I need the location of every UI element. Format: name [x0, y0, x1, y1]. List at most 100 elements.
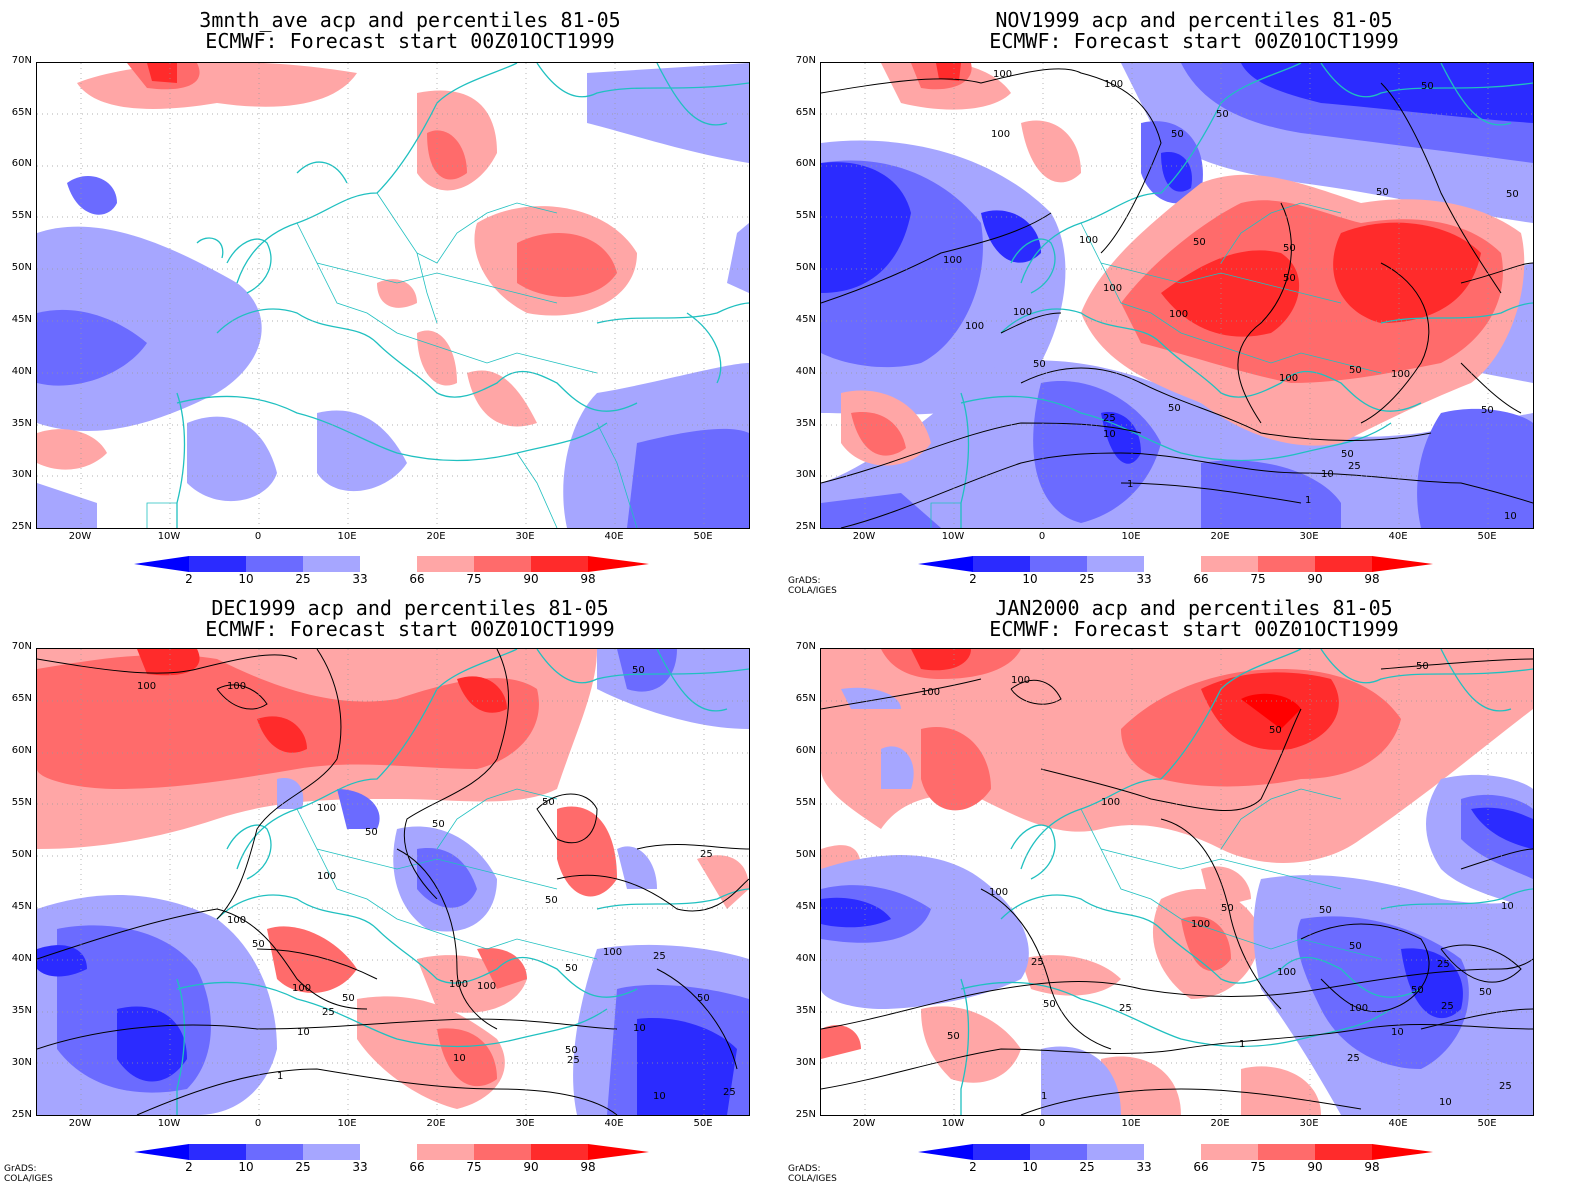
contour-label: 100 [1079, 235, 1098, 246]
contour-label: 100 [477, 981, 496, 992]
map-svg: 100 100 50 100 50 100 50 100 50 50 25 50… [821, 649, 1533, 1115]
contour-label: 100 [1349, 1003, 1368, 1014]
grid-lines [37, 649, 749, 1115]
contour-label: 25 [700, 849, 713, 860]
grid-lines [821, 63, 1533, 528]
contour-label: 50 [632, 665, 645, 676]
colorbar-svg [918, 1144, 1433, 1160]
contour-label: 50 [947, 1031, 960, 1042]
contour-label: 1 [277, 1071, 283, 1082]
contour-label: 50 [1481, 405, 1494, 416]
contour-label: 1 [1127, 479, 1133, 490]
contour-label: 10 [633, 1023, 646, 1034]
borders [296, 788, 598, 960]
contour-label: 50 [342, 993, 355, 1004]
colorbar: 2 10 25 33 66 75 90 98 [918, 556, 1438, 586]
contour-label: 100 [1013, 307, 1032, 318]
contour-label: 50 [1171, 129, 1184, 140]
map-svg: 100 100 50 100 50 50 50 25 100 100 50 50… [37, 649, 749, 1115]
contour-label: 100 [1391, 369, 1410, 380]
contour-label: 10 [1501, 901, 1514, 912]
contour-label: 50 [565, 963, 578, 974]
grads-credit: GrADS: COLA/IGES [788, 576, 837, 596]
contour-label: 10 [453, 1053, 466, 1064]
contour-label: 100 [1277, 967, 1296, 978]
contour-label: 25 [653, 951, 666, 962]
contour-label: 50 [545, 895, 558, 906]
contour-label: 100 [1011, 675, 1030, 686]
map-3mnth [36, 62, 750, 529]
contour-label: 50 [1421, 81, 1434, 92]
panel-title: 3mnth_ave acp and percentiles 81-05 ECMW… [0, 10, 820, 52]
below-normal-east [587, 63, 749, 163]
contour-label: 50 [1216, 109, 1229, 120]
contour-label: 50 [1479, 987, 1492, 998]
contour-label: 10 [1103, 429, 1116, 440]
contour-label: 50 [365, 827, 378, 838]
contour-label: 10 [1391, 1027, 1404, 1038]
contour-label: 50 [432, 819, 445, 830]
contour-label-group: 100 100 50 100 50 50 50 25 100 100 50 50… [137, 665, 736, 1102]
contour-label: 100 [317, 803, 336, 814]
contours [821, 68, 1533, 528]
contour-label: 50 [1269, 725, 1282, 736]
panel-title: DEC1999 acp and percentiles 81-05 ECMWF:… [0, 598, 820, 640]
grid-lines [37, 63, 749, 528]
contour-label: 50 [1349, 941, 1362, 952]
contour-label: 100 [292, 983, 311, 994]
contour-label: 50 [1416, 661, 1429, 672]
contour-label: 50 [1506, 189, 1519, 200]
contour-label: 50 [1283, 243, 1296, 254]
map-dec1999: 100 100 50 100 50 50 50 25 100 100 50 50… [36, 648, 750, 1116]
contour-label: 50 [1341, 449, 1354, 460]
contour-label: 25 [1103, 413, 1116, 424]
contour-label: 100 [943, 255, 962, 266]
map-jan2000: 100 100 50 100 50 100 50 100 50 50 25 50… [820, 648, 1534, 1116]
borders [146, 192, 638, 528]
contour-label: 50 [1033, 359, 1046, 370]
contour-label: 100 [1104, 79, 1123, 90]
contour-label: 10 [1321, 469, 1334, 480]
contour-label: 25 [1347, 1053, 1360, 1064]
grads-credit: GrADS: COLA/IGES [4, 1164, 53, 1184]
contour-label: 100 [989, 887, 1008, 898]
title-line2: ECMWF: Forecast start 00Z01OCT1999 [205, 617, 615, 641]
contour-label: 100 [993, 69, 1012, 80]
contour-label: 50 [1221, 903, 1234, 914]
contour-label: 50 [1319, 905, 1332, 916]
contour-label: 100 [317, 871, 336, 882]
contour-label: 25 [1348, 461, 1361, 472]
panel-title: NOV1999 acp and percentiles 81-05 ECMWF:… [784, 10, 1596, 52]
panel-title: JAN2000 acp and percentiles 81-05 ECMWF:… [784, 598, 1596, 640]
contour-label-group: 100 100 100 50 50 50 50 50 100 100 50 50… [943, 69, 1519, 522]
contour-label: 50 [1168, 403, 1181, 414]
contour-label: 25 [1437, 959, 1450, 970]
grads-credit: GrADS: COLA/IGES [788, 1164, 837, 1184]
colorbar: 2 10 25 33 66 75 90 98 [918, 1144, 1438, 1174]
contour-label: 25 [723, 1087, 736, 1098]
contour-label: 25 [322, 1007, 335, 1018]
contour-label: 25 [1119, 1003, 1132, 1014]
contour-label: 100 [1101, 797, 1120, 808]
title-line1: DEC1999 acp and percentiles 81-05 [211, 596, 609, 620]
map-svg [37, 63, 749, 528]
contour-label: 100 [227, 915, 246, 926]
contour-label: 1 [1239, 1039, 1245, 1050]
contour-label: 10 [1504, 511, 1517, 522]
contour-label: 100 [1279, 373, 1298, 384]
borders [930, 202, 1382, 528]
blue-south [821, 360, 1533, 528]
contour-label: 50 [252, 939, 265, 950]
title-line2: ECMWF: Forecast start 00Z01OCT1999 [989, 29, 1399, 53]
contour-label: 100 [227, 681, 246, 692]
contour-label: 25 [1441, 1001, 1454, 1012]
map-nov1999: 100 100 100 50 50 50 50 50 100 100 50 50… [820, 62, 1534, 529]
contour-label: 50 [542, 797, 555, 808]
borders [1080, 788, 1382, 960]
title-line1: 3mnth_ave acp and percentiles 81-05 [199, 8, 621, 32]
contours [37, 649, 749, 1115]
below-normal-west-atlantic-core [37, 309, 147, 386]
map-svg: 100 100 100 50 50 50 50 50 100 100 50 50… [821, 63, 1533, 528]
contour-label: 100 [1103, 283, 1122, 294]
colorbar: 2 10 25 33 66 75 90 98 [134, 556, 654, 586]
